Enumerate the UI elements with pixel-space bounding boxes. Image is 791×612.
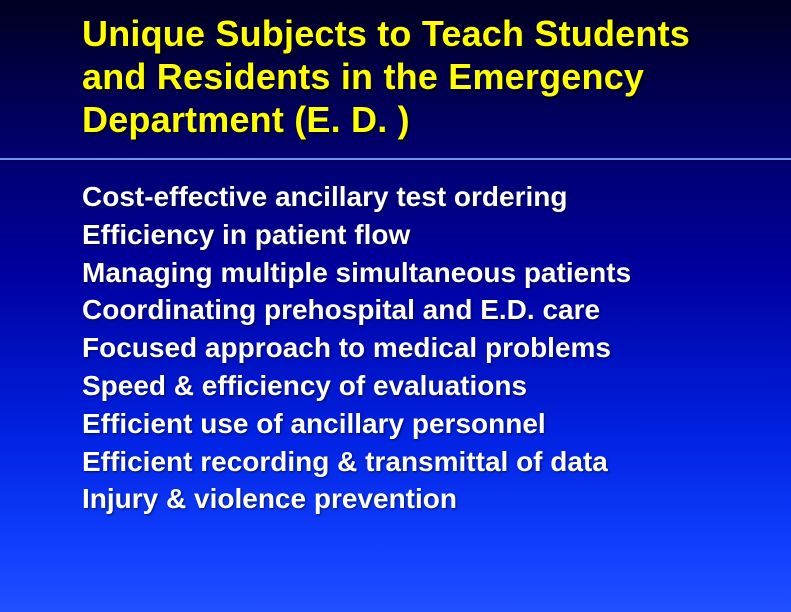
list-item: Speed & efficiency of evaluations [82, 367, 731, 405]
list-item: Cost-effective ancillary test ordering [82, 178, 731, 216]
list-item: Efficient use of ancillary personnel [82, 405, 731, 443]
list-item: Focused approach to medical problems [82, 329, 731, 367]
slide: Unique Subjects to Teach Students and Re… [0, 0, 791, 612]
slide-title: Unique Subjects to Teach Students and Re… [82, 12, 731, 142]
list-item: Efficient recording & transmittal of dat… [82, 443, 731, 481]
title-divider [0, 158, 791, 160]
list-item: Managing multiple simultaneous patients [82, 254, 731, 292]
list-item: Coordinating prehospital and E.D. care [82, 291, 731, 329]
list-item: Efficiency in patient flow [82, 216, 731, 254]
list-item: Injury & violence prevention [82, 480, 731, 518]
slide-body: Cost-effective ancillary test ordering E… [82, 178, 731, 518]
